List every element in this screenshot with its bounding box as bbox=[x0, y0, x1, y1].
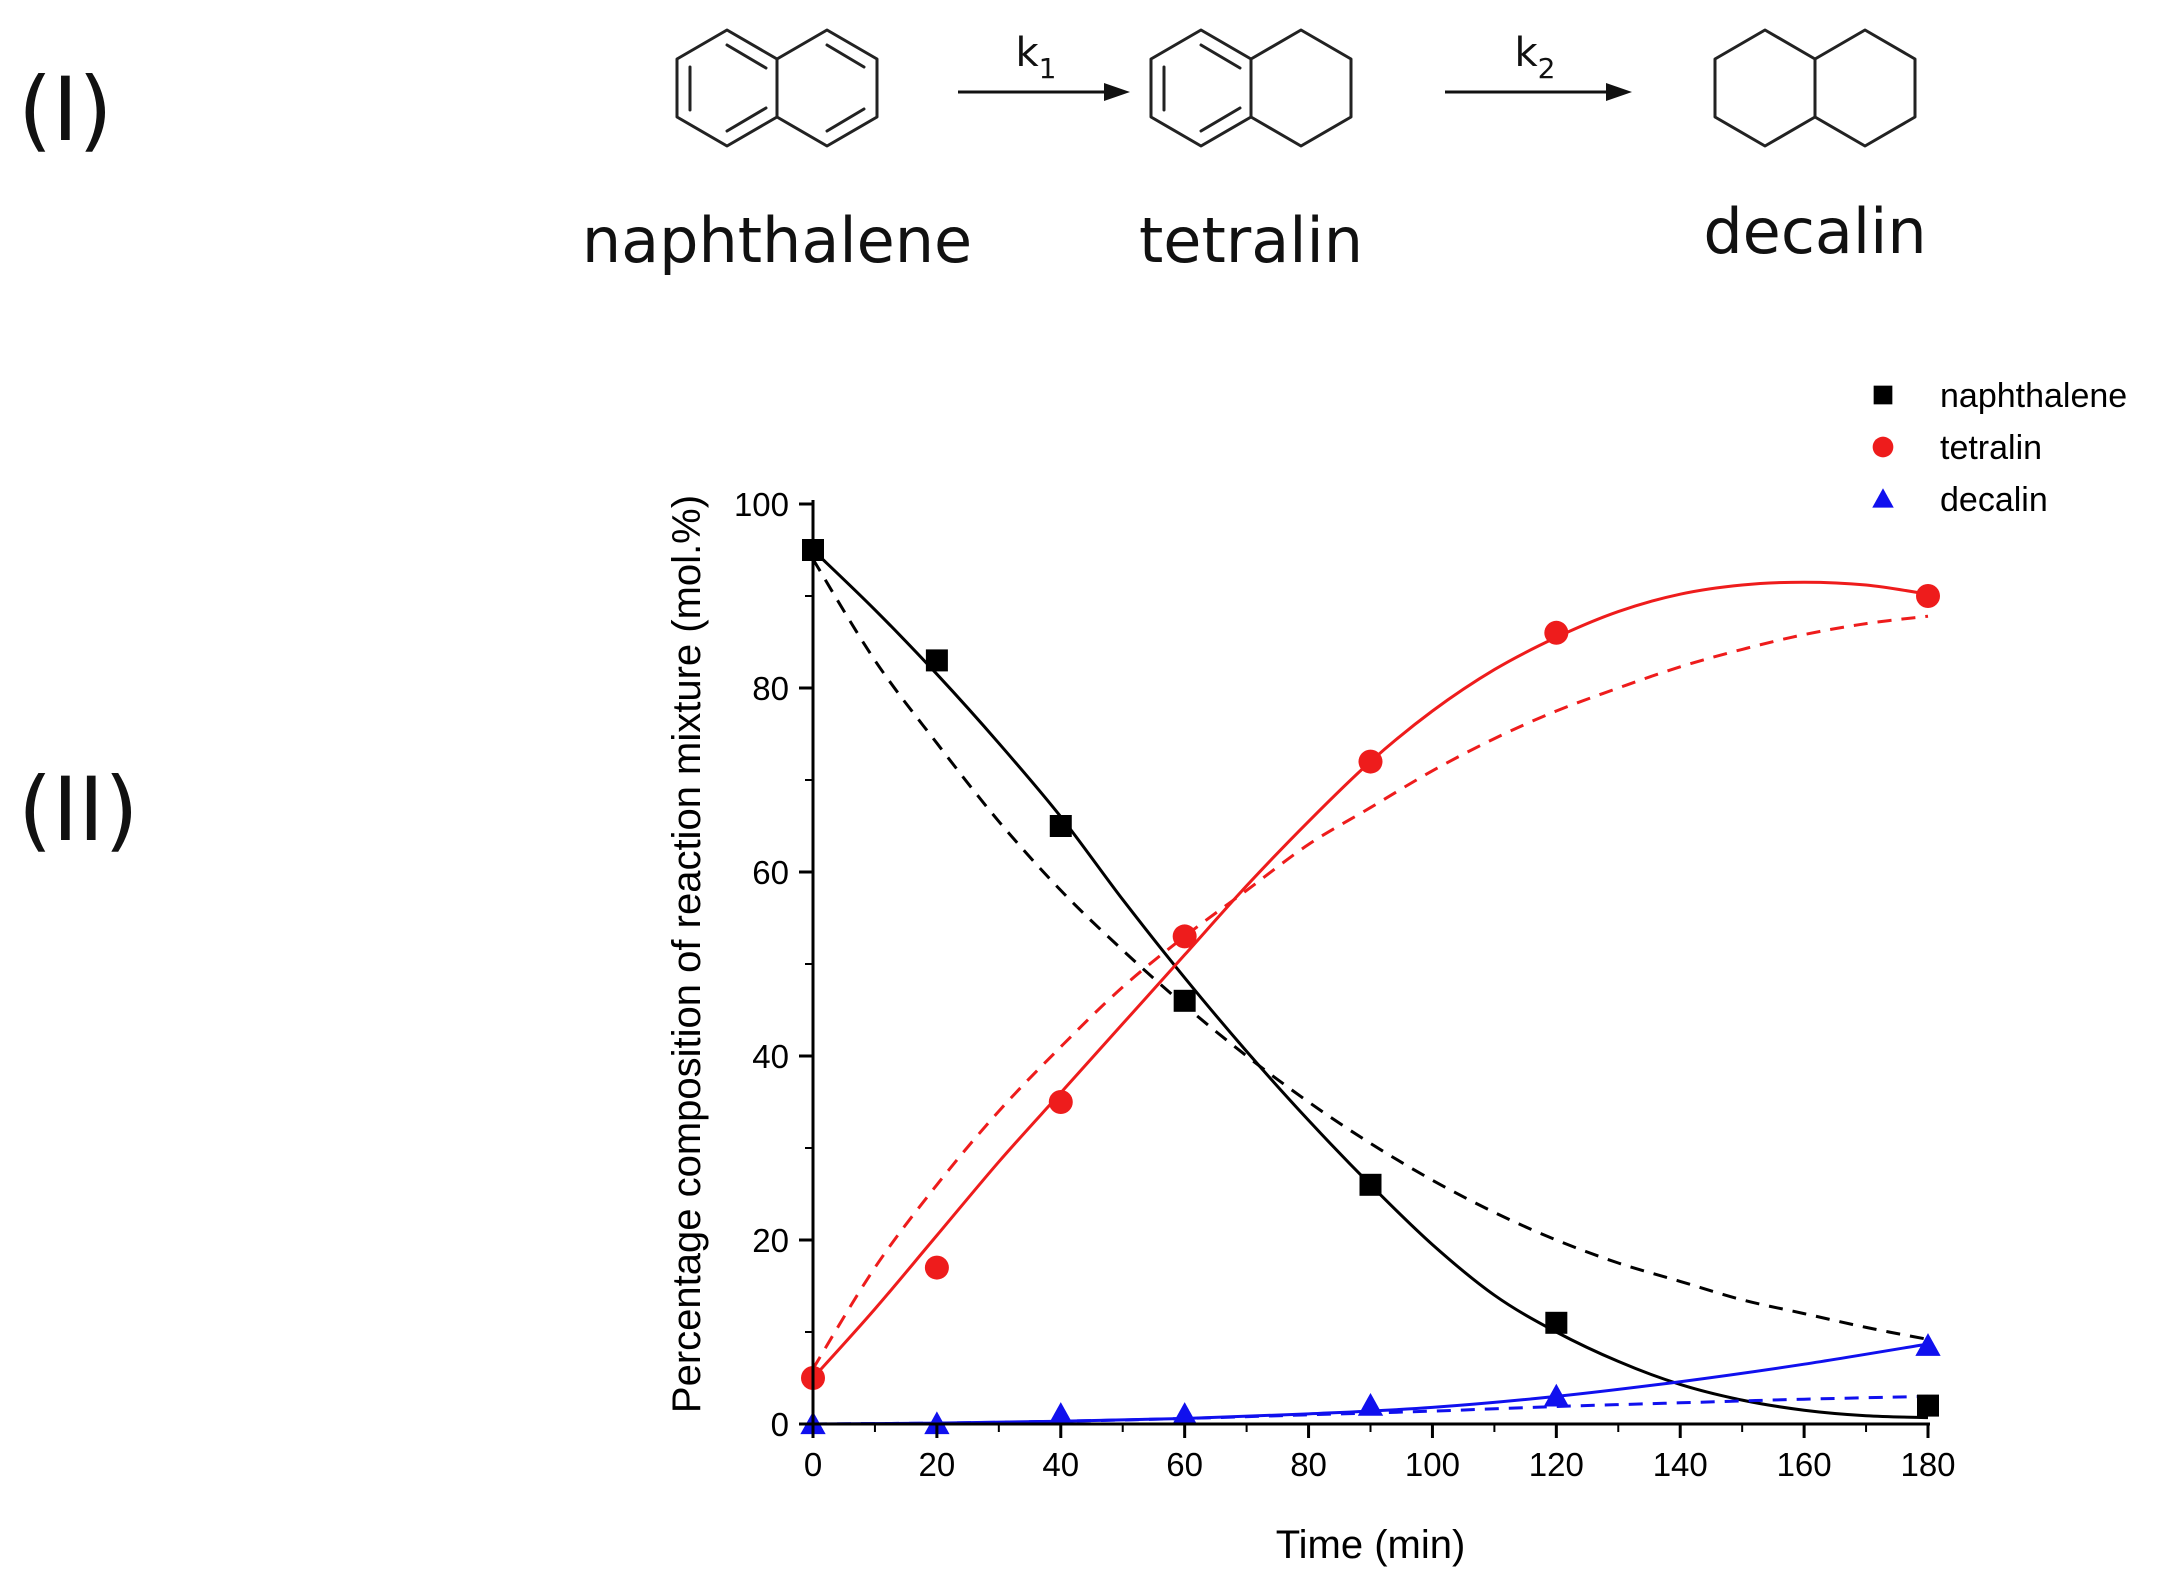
rate-constant-k2: k2 bbox=[1515, 30, 1556, 85]
x-tick-label: 20 bbox=[919, 1446, 956, 1483]
y-axis-title: Percentage composition of reaction mixtu… bbox=[665, 495, 709, 1413]
naphthalene-point bbox=[1049, 815, 1072, 837]
x-tick-label: 80 bbox=[1290, 1446, 1327, 1483]
decalin-point bbox=[1357, 1392, 1384, 1416]
naphthalene-fit-dashed bbox=[811, 558, 1929, 1341]
x-axis-title: Time (min) bbox=[1276, 1523, 1466, 1567]
legend: naphthalene tetralin decalin bbox=[1872, 377, 2127, 519]
x-ticks: 0 20 40 60 80 100 120 140 160 180 bbox=[804, 1424, 1956, 1483]
legend-marker-tetralin bbox=[1872, 436, 1894, 458]
y-tick-label: 80 bbox=[752, 670, 789, 707]
naphthalene-fit-solid bbox=[811, 548, 1929, 1420]
legend-label-decalin: decalin bbox=[1940, 481, 2048, 519]
reaction-arrow-1 bbox=[958, 83, 1130, 101]
decalin-point bbox=[1172, 1402, 1198, 1425]
legend-label-tetralin: tetralin bbox=[1940, 429, 2042, 467]
panel-label-scheme: (I) bbox=[18, 58, 113, 161]
x-tick-label: 0 bbox=[804, 1446, 822, 1483]
chart-axes bbox=[811, 500, 1930, 1426]
reaction-arrow-2 bbox=[1445, 83, 1632, 101]
y-tick-label: 100 bbox=[734, 486, 789, 523]
legend-label-naphthalene: naphthalene bbox=[1940, 377, 2127, 415]
y-tick-label: 60 bbox=[752, 854, 789, 891]
naphthalene-point bbox=[1359, 1173, 1382, 1196]
data-markers bbox=[800, 539, 1941, 1435]
kinetics-chart: 0 20 40 60 80 100 120 140 160 180 0 20 40 60 80 100 Ti… bbox=[665, 377, 2127, 1567]
tetralin-point bbox=[924, 1255, 949, 1280]
naphthalene-point bbox=[925, 649, 948, 672]
tetralin-point bbox=[1916, 584, 1940, 608]
tetralin-fit-dashed bbox=[811, 614, 1929, 1370]
x-tick-label: 60 bbox=[1166, 1446, 1203, 1483]
panel-label-chart: (II) bbox=[18, 758, 139, 861]
naphthalene-point bbox=[1917, 1394, 1939, 1417]
decalin-point bbox=[1543, 1383, 1569, 1407]
x-tick-label: 40 bbox=[1042, 1446, 1079, 1483]
fit-curves bbox=[811, 548, 1929, 1426]
tetralin-fit-solid bbox=[811, 580, 1929, 1380]
reaction-scheme: naphthalene k1 tetralin k2 decalin bbox=[582, 28, 1927, 277]
tetralin-point bbox=[1544, 620, 1569, 645]
y-tick-label: 0 bbox=[771, 1406, 789, 1443]
decalin-point bbox=[1915, 1333, 1941, 1356]
x-tick-label: 180 bbox=[1900, 1446, 1955, 1483]
tetralin-point bbox=[1358, 749, 1383, 774]
tetralin-point bbox=[1048, 1090, 1073, 1114]
compound-label-naphthalene: naphthalene bbox=[582, 204, 972, 277]
y-tick-label: 20 bbox=[752, 1222, 789, 1259]
legend-marker-decalin bbox=[1872, 488, 1894, 508]
tetralin-point bbox=[1172, 924, 1197, 949]
decalin-structure bbox=[1713, 28, 1917, 148]
x-tick-label: 120 bbox=[1529, 1446, 1584, 1483]
legend-marker-naphthalene bbox=[1873, 385, 1893, 405]
x-tick-label: 140 bbox=[1653, 1446, 1708, 1483]
naphthalene-structure bbox=[675, 28, 879, 148]
x-tick-label: 160 bbox=[1777, 1446, 1832, 1483]
compound-label-tetralin: tetralin bbox=[1139, 204, 1363, 277]
x-tick-label: 100 bbox=[1405, 1446, 1460, 1483]
naphthalene-point bbox=[1545, 1311, 1568, 1334]
y-ticks: 0 20 40 60 80 100 bbox=[734, 486, 813, 1443]
naphthalene-point bbox=[1173, 989, 1196, 1012]
y-tick-label: 40 bbox=[752, 1038, 789, 1075]
rate-constant-k1: k1 bbox=[1016, 30, 1057, 85]
compound-label-decalin: decalin bbox=[1703, 195, 1926, 268]
decalin-point bbox=[1048, 1402, 1074, 1425]
tetralin-structure bbox=[1149, 28, 1353, 148]
